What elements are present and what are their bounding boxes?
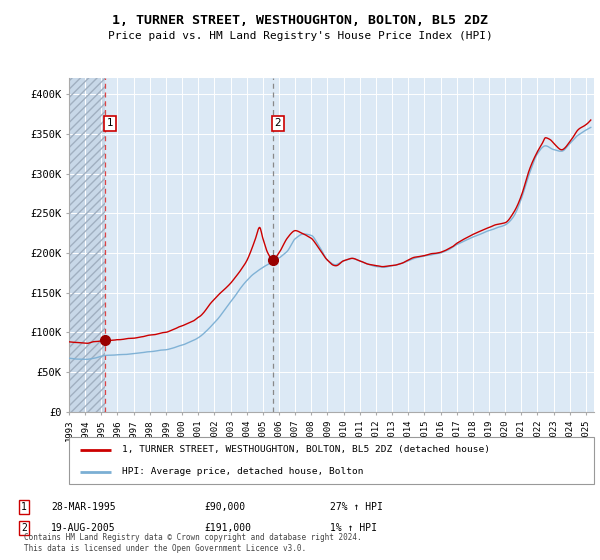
Text: 2: 2 <box>275 118 281 128</box>
Text: Price paid vs. HM Land Registry's House Price Index (HPI): Price paid vs. HM Land Registry's House … <box>107 31 493 41</box>
Bar <box>69 78 105 412</box>
Text: 2: 2 <box>21 523 27 533</box>
Bar <box>69 78 105 412</box>
Text: Contains HM Land Registry data © Crown copyright and database right 2024.
This d: Contains HM Land Registry data © Crown c… <box>24 533 362 553</box>
Text: £191,000: £191,000 <box>204 523 251 533</box>
Text: 27% ↑ HPI: 27% ↑ HPI <box>330 502 383 512</box>
Text: 1, TURNER STREET, WESTHOUGHTON, BOLTON, BL5 2DZ: 1, TURNER STREET, WESTHOUGHTON, BOLTON, … <box>112 14 488 27</box>
Text: 1% ↑ HPI: 1% ↑ HPI <box>330 523 377 533</box>
Text: HPI: Average price, detached house, Bolton: HPI: Average price, detached house, Bolt… <box>121 467 363 476</box>
Text: 1: 1 <box>21 502 27 512</box>
Text: 28-MAR-1995: 28-MAR-1995 <box>51 502 116 512</box>
Text: 19-AUG-2005: 19-AUG-2005 <box>51 523 116 533</box>
Text: £90,000: £90,000 <box>204 502 245 512</box>
Text: 1: 1 <box>107 118 113 128</box>
Text: 1, TURNER STREET, WESTHOUGHTON, BOLTON, BL5 2DZ (detached house): 1, TURNER STREET, WESTHOUGHTON, BOLTON, … <box>121 445 490 454</box>
